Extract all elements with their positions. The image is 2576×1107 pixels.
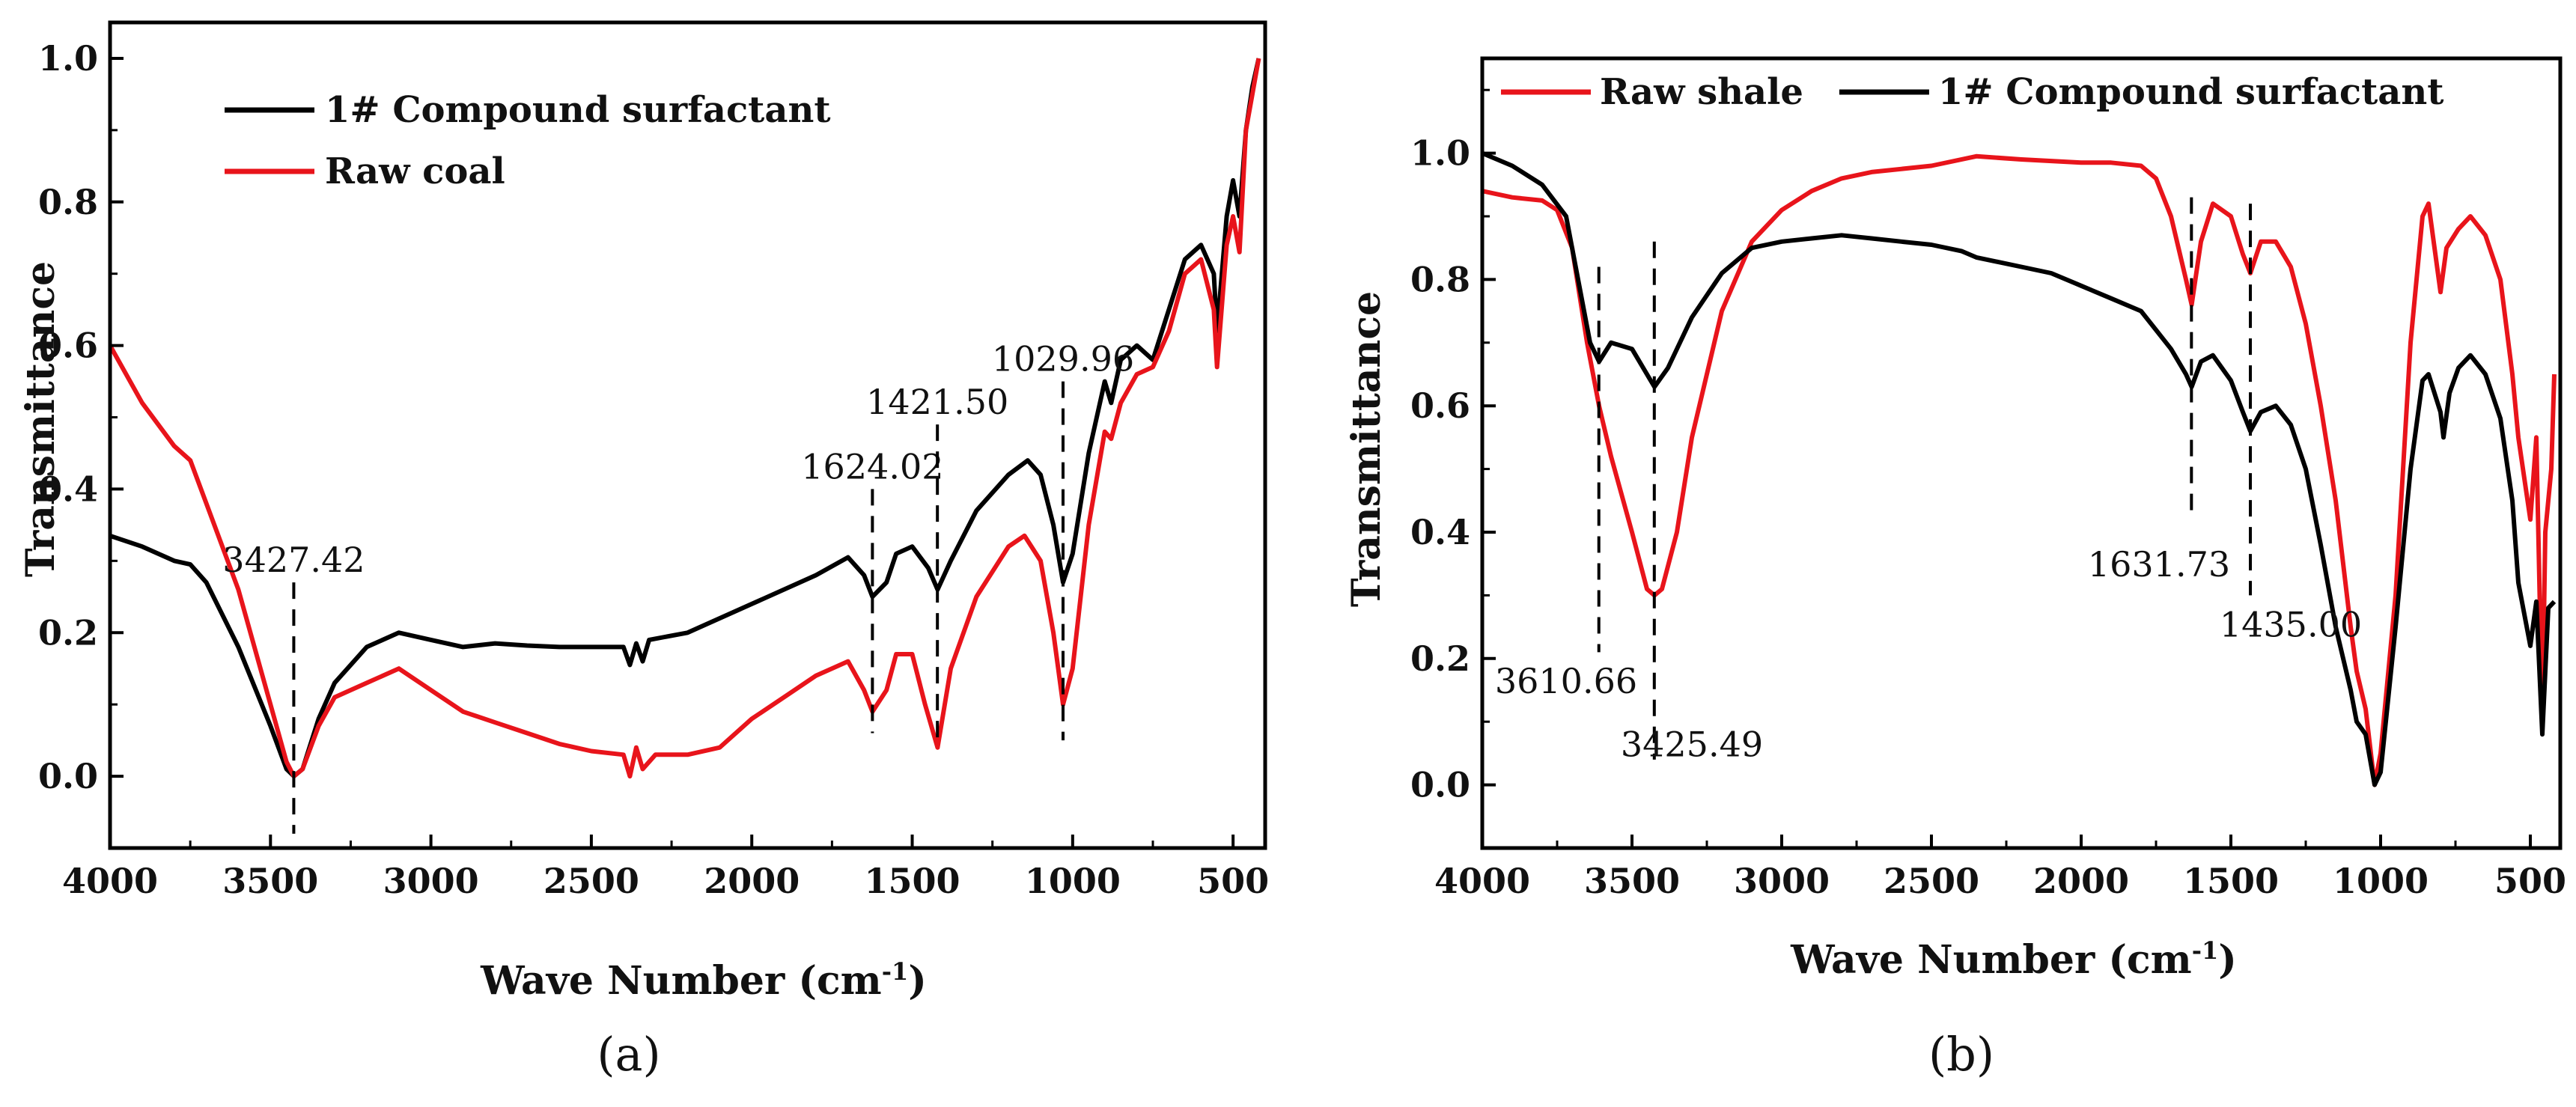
panel-b-annotation-label-3: 1435.00 — [2220, 604, 2362, 644]
panel-a-x-tick-label-5: 1500 — [865, 861, 960, 901]
panel-b-x-tick-label-3: 2500 — [1884, 861, 1979, 901]
panel-b-legend-label-0: Raw shale — [1600, 71, 1803, 113]
panel-b-legend: Raw shale 1# Compound surfactant — [1501, 71, 2443, 113]
panel-a-x-axis-title: Wave Number (cm-1) — [480, 957, 927, 1004]
panel-b-y-tick-label-2: 0.4 — [1410, 512, 1470, 552]
panel-b-x-tick-label-7: 500 — [2494, 861, 2566, 901]
panel-b-y-axis-title: Transmittance — [1344, 291, 1389, 607]
panel-a-x-ticks: 4000 3500 3000 2500 2000 1500 1000 500 — [62, 835, 1269, 901]
panel-a-y-tick-label-3: 0.6 — [38, 326, 98, 366]
panel-a-x-tick-label-1: 3500 — [222, 861, 318, 901]
panel-a-y-tick-label-0: 0.0 — [38, 756, 98, 796]
panel-a-x-tick-label-0: 4000 — [62, 861, 158, 901]
panel-b-series-line-0 — [1482, 153, 2557, 787]
panel-a-series-line-1 — [110, 58, 1261, 779]
panel-a-x-tick-label-2: 3000 — [383, 861, 479, 901]
panel-b-series-line-1 — [1482, 150, 2557, 787]
panel-b-frame — [1480, 56, 2563, 850]
panel-a-legend-label-1: Raw coal — [325, 150, 505, 192]
panel-b-x-tick-label-1: 3500 — [1584, 861, 1680, 901]
panel-a-y-ticks: 0.0 0.2 0.4 0.6 0.8 1.0 — [38, 38, 124, 796]
panel-a-y-tick-label-5: 1.0 — [38, 38, 98, 79]
panel-b-x-tick-label-4: 2000 — [2033, 861, 2129, 901]
panel-b-y-tick-label-4: 0.8 — [1410, 259, 1470, 299]
panel-a-annotation-label-0: 3427.42 — [222, 540, 365, 580]
panel-b-x-tick-label-0: 4000 — [1434, 861, 1530, 901]
panel-a-legend-label-0: 1# Compound surfactant — [325, 89, 831, 131]
panel-a-x-tick-label-4: 2000 — [704, 861, 800, 901]
panel-b-y-tick-label-5: 1.0 — [1410, 133, 1470, 174]
panel-a-annotation-label-1: 1624.02 — [801, 446, 943, 487]
panel-b-y-tick-label-0: 0.0 — [1410, 765, 1470, 805]
panel-a-x-tick-label-3: 2500 — [543, 861, 639, 901]
panel-b-x-axis-title: Wave Number (cm-1) — [1790, 936, 2237, 983]
panel-b-x-tick-label-2: 3000 — [1734, 861, 1830, 901]
panel-b-legend-label-1: 1# Compound surfactant — [1938, 71, 2444, 113]
panel-b-annotation-label-1: 3425.49 — [1621, 725, 1763, 765]
panel-b-x-ticks: 4000 3500 3000 2500 2000 1500 1000 500 — [1434, 835, 2566, 901]
panel-b-annotation-label-0: 3610.66 — [1495, 661, 1637, 701]
panel-b-plot-area: 3610.66 3425.49 1631.73 1435.00 Raw shale 1# … — [1480, 56, 2563, 850]
panel-a-y-tick-label-2: 0.4 — [38, 469, 98, 509]
panel-a-series-line-0 — [110, 58, 1261, 779]
panel-b-annotation-label-2: 1631.73 — [2088, 544, 2230, 585]
panel-a-annotation-label-3: 1029.96 — [992, 339, 1134, 379]
panel-a-y-tick-label-1: 0.2 — [38, 612, 98, 653]
panel-b-y-tick-label-1: 0.2 — [1410, 638, 1470, 679]
panel-a-frame — [108, 20, 1267, 850]
panel-a-label: (a) — [597, 1027, 660, 1082]
panel-a-x-tick-label-6: 1000 — [1025, 861, 1121, 901]
panel-b: 3610.66 3425.49 1631.73 1435.00 Raw shale 1# … — [1344, 56, 2566, 1082]
panel-b-x-tick-label-5: 1500 — [2183, 861, 2279, 901]
panel-a-y-tick-label-4: 0.8 — [38, 182, 98, 222]
panel-b-y-tick-label-3: 0.6 — [1410, 385, 1470, 426]
panel-a-legend: 1# Compound surfactant Raw coal — [225, 89, 831, 192]
panel-b-x-tick-label-6: 1000 — [2333, 861, 2429, 901]
panel-a-x-tick-label-7: 500 — [1197, 861, 1269, 901]
panel-b-label: (b) — [1928, 1027, 1994, 1082]
panel-a-y-axis-title: Transmittance — [18, 261, 64, 577]
panel-b-y-ticks: 0.0 0.2 0.4 0.6 0.8 1.0 — [1410, 88, 1496, 805]
panel-a-annotation-label-2: 1421.50 — [866, 382, 1008, 422]
